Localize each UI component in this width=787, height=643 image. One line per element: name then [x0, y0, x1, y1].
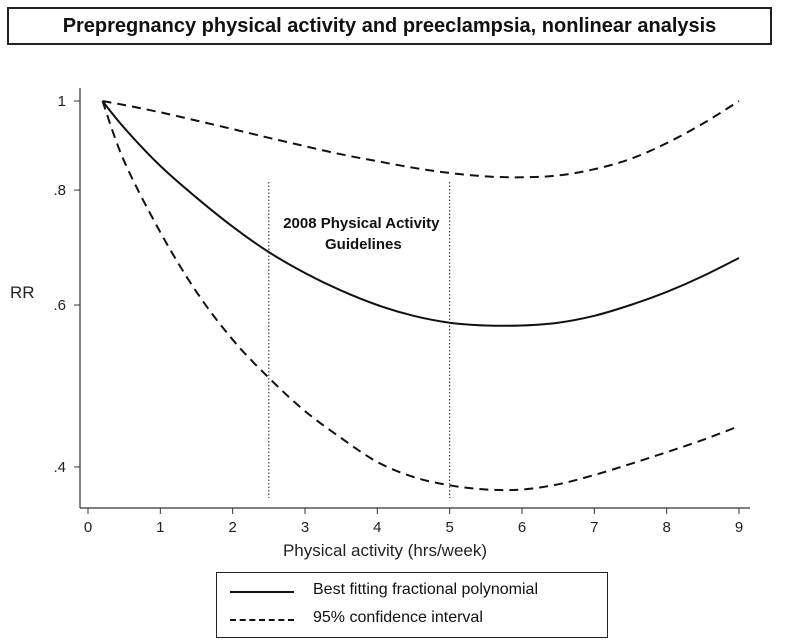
y-tick-label: .8: [53, 182, 66, 199]
legend-label-fit: Best fitting fractional polynomial: [313, 581, 538, 598]
chart-title-box: Prepregnancy physical activity and preec…: [7, 7, 772, 45]
series-ci-lower-line: [101, 100, 740, 492]
x-tick-label: 6: [518, 519, 526, 536]
legend: Best fitting fractional polynomial 95% c…: [216, 572, 608, 638]
x-tick-label: 0: [84, 519, 92, 536]
legend-item-fit: Best fitting fractional polynomial: [225, 579, 601, 603]
chart-title: Prepregnancy physical activity and preec…: [62, 15, 717, 37]
legend-label-ci: 95% confidence interval: [313, 609, 483, 626]
x-tick-label: 5: [445, 519, 453, 536]
legend-swatch-dashed: [230, 619, 294, 621]
x-tick-label: 8: [662, 519, 670, 536]
y-axis-label: RR: [10, 283, 35, 302]
annotation-line1: 2008 Physical Activity: [283, 215, 440, 232]
x-tick-label: 1: [156, 519, 164, 536]
series-fit-line: [101, 100, 740, 327]
x-tick-label: 9: [735, 519, 743, 536]
x-tick-label: 2: [228, 519, 236, 536]
legend-item-ci: 95% confidence interval: [225, 607, 601, 631]
annotation-line2: Guidelines: [325, 236, 402, 253]
legend-swatch-solid: [230, 591, 294, 593]
y-tick-label: 1: [58, 93, 66, 110]
x-tick-label: 4: [373, 519, 381, 536]
x-tick-label: 3: [301, 519, 309, 536]
series-ci-upper-line: [102, 100, 740, 179]
y-tick-label: .4: [53, 459, 66, 476]
y-tick-label: .6: [53, 297, 66, 314]
x-tick-label: 7: [590, 519, 598, 536]
x-axis-label: Physical activity (hrs/week): [283, 541, 487, 560]
